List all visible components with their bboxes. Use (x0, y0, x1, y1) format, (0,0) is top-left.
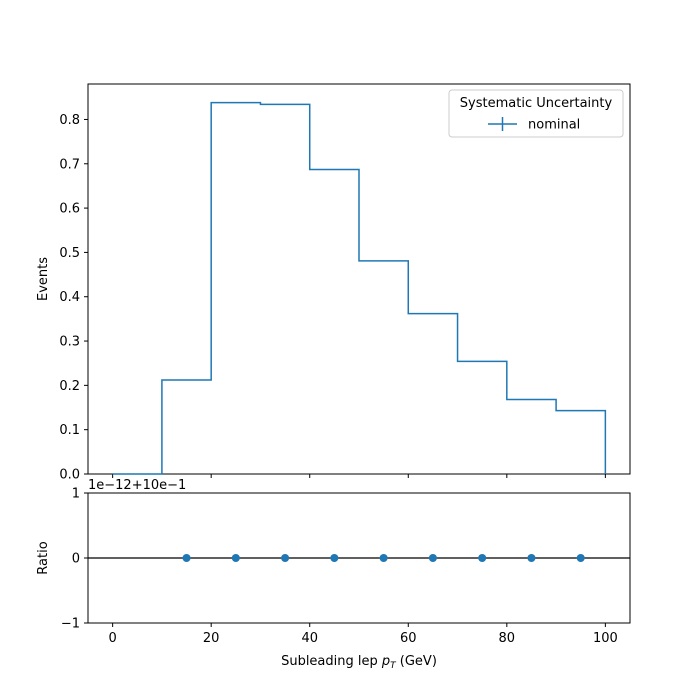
ratio-y-axis-label: Ratio (36, 541, 51, 574)
x-axis-label-prefix: Subleading lep (281, 654, 382, 669)
main-y-tick-label: 0.5 (59, 246, 80, 261)
ratio-point (281, 554, 290, 562)
ratio-x-axis: 0 20 40 60 80 100 (108, 623, 618, 646)
legend: Systematic Uncertainty nominal (448, 89, 624, 138)
ratio-point (330, 554, 339, 562)
legend-entry-nominal: nominal (528, 118, 580, 133)
main-y-tick-label: 0.6 (59, 202, 80, 217)
ratio-points (182, 554, 585, 562)
ratio-point (428, 554, 437, 562)
ratio-x-tick-label: 20 (203, 631, 220, 646)
ratio-x-tick-label: 0 (108, 631, 116, 646)
ratio-y-tick-label: 0 (72, 552, 80, 567)
ratio-x-tick-label: 80 (499, 631, 516, 646)
main-plot-frame (87, 83, 631, 475)
ratio-x-tick-label: 40 (301, 631, 318, 646)
main-y-tick-label: 0.8 (59, 113, 80, 128)
ratio-y-tick-label: −1 (61, 617, 80, 632)
x-axis-label-variable: p (381, 654, 390, 669)
main-y-tick-label: 0.1 (59, 423, 80, 438)
ratio-offset-text: 1e−12+10e−1 (88, 478, 186, 493)
ratio-point (379, 554, 388, 562)
ratio-x-tick-label: 100 (593, 631, 618, 646)
main-y-tick-label: 0.0 (59, 468, 80, 483)
legend-title: Systematic Uncertainty (460, 96, 613, 111)
ratio-y-axis: −1 0 1 (61, 487, 88, 632)
main-y-tick-label: 0.3 (59, 335, 80, 350)
ratio-panel: −101 0 20 40 60 80 100 Ratio 1e−12+10e−1 Subl… (36, 478, 631, 671)
ratio-point (527, 554, 536, 562)
main-y-axis: 0.0 0.1 0.2 0.3 0.4 0.5 0.6 0.7 0.8 (59, 113, 88, 483)
main-y-tick-label: 0.4 (59, 290, 80, 305)
main-x-axis (112, 474, 606, 478)
main-y-tick-label: 0.2 (59, 379, 80, 394)
legend-errorbar-icon (488, 117, 517, 131)
ratio-point (576, 554, 585, 562)
main-y-tick-label: 0.7 (59, 157, 80, 172)
legend-box (448, 89, 624, 138)
main-histogram-panel: 0.0 0.1 0.2 0.3 0.4 0.5 0.6 0.7 0.8 Events Syste… (36, 83, 631, 483)
ratio-point (478, 554, 487, 562)
ratio-point (231, 554, 240, 562)
main-y-axis-label: Events (36, 257, 51, 301)
ratio-y-tick-label: 1 (72, 487, 80, 502)
ratio-x-tick-label: 60 (400, 631, 417, 646)
nominal-histogram-line (112, 101, 607, 475)
ratio-point (182, 554, 191, 562)
x-axis-label: Subleading lep pT (GeV) (281, 654, 437, 671)
x-axis-label-subscript: T (390, 661, 397, 671)
x-axis-label-suffix: (GeV) (396, 654, 437, 669)
